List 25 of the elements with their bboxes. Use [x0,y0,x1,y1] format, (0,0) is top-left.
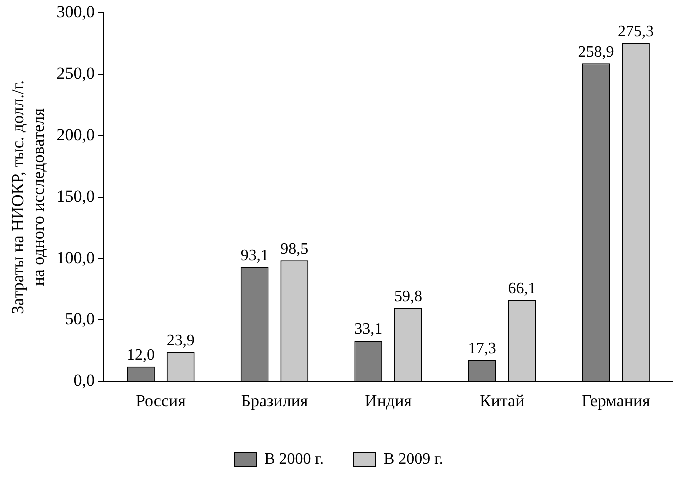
y-tick-label: 250,0 [56,64,96,84]
y-tick-label: 0,0 [74,371,96,390]
legend-label: В 2000 г. [264,451,324,468]
y-axis-title: Затраты на НИОКР, тыс. долл./г. на одного исследователя [8,80,48,314]
x-tick-label: Россия [136,391,186,410]
data-label: 93,1 [240,247,269,264]
legend-label: В 2009 г. [384,451,444,468]
data-label: 23,9 [166,332,195,350]
y-tick-label: 200,0 [56,125,96,144]
y-tick-label: 50,0 [65,310,96,329]
x-tick-label: Германия [582,391,651,410]
y-tick-label: 150,0 [56,186,96,206]
x-tick-label: Индия [365,391,412,410]
y-tick-label: 300,0 [56,2,96,22]
data-label: 258,9 [578,44,614,61]
data-label: 275,3 [618,24,654,41]
data-label: 12,0 [127,347,156,364]
y-tick-label: 100,0 [56,248,96,268]
x-tick-label: Китай [480,391,525,410]
x-tick-label: Бразилия [241,391,308,410]
data-label: 59,8 [394,288,422,306]
data-label: 98,5 [280,240,309,258]
data-label: 33,1 [354,321,383,338]
data-label: 66,1 [508,280,536,298]
data-label: 17,3 [468,340,496,358]
